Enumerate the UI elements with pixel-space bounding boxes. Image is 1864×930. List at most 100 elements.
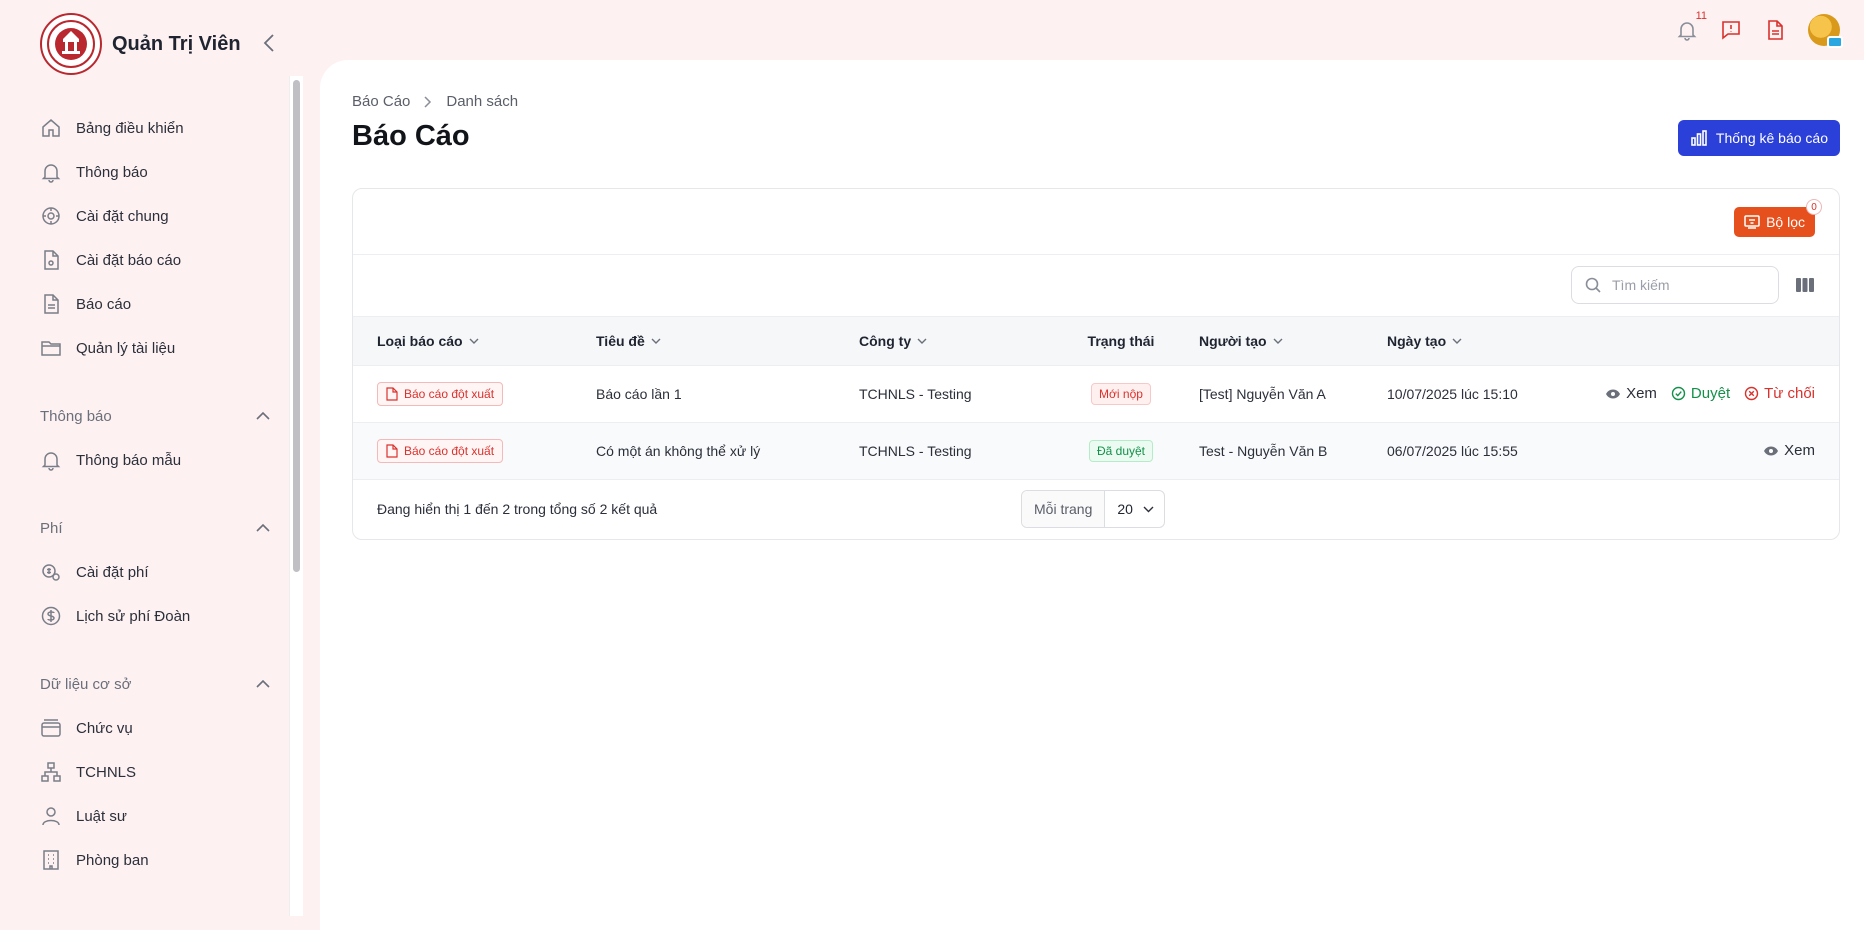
column-header-label: Tiêu đề <box>596 333 645 349</box>
chevron-down-icon <box>469 338 479 344</box>
sidebar-item-label: Báo cáo <box>76 295 132 313</box>
breadcrumb-root-link[interactable]: Báo Cáo <box>352 93 411 110</box>
chevron-down-icon <box>1452 338 1462 344</box>
chevron-down-icon <box>1273 338 1283 344</box>
column-header-title[interactable]: Tiêu đề <box>596 333 661 349</box>
column-header-label: Ngày tạo <box>1387 333 1447 349</box>
report-document-button[interactable] <box>1764 19 1786 41</box>
view-button[interactable]: Xem <box>1763 442 1815 459</box>
sidebar: Quản Trị Viên Bảng điều khiển Thông báo … <box>0 0 310 930</box>
sidebar-item-label: Thông báo mẫu <box>76 451 182 469</box>
logo-icon <box>40 13 102 75</box>
avatar-status-icon <box>1827 36 1843 48</box>
bell-icon <box>40 449 62 471</box>
sidebar-item-dashboard[interactable]: Bảng điều khiển <box>40 106 270 150</box>
report-statistics-label: Thống kê báo cáo <box>1715 130 1828 146</box>
column-header-type[interactable]: Loại báo cáo <box>377 333 479 349</box>
check-circle-icon <box>1671 387 1686 401</box>
results-summary: Đang hiển thị 1 đến 2 trong tổng số 2 kế… <box>377 501 658 517</box>
sidebar-section-notifications[interactable]: Thông báo <box>40 394 270 438</box>
view-label: Xem <box>1784 442 1815 460</box>
search-box <box>1571 266 1779 304</box>
column-header-status: Trạng thái <box>1087 333 1155 349</box>
eye-icon <box>1764 446 1779 456</box>
pdf-file-icon <box>386 444 398 458</box>
table-row: Báo cáo đột xuất Có một án không thể xử … <box>353 422 1839 480</box>
bar-chart-icon <box>1691 130 1707 146</box>
chevron-up-icon <box>256 523 270 532</box>
sidebar-item-label: Luật sư <box>76 807 127 825</box>
column-header-label: Công ty <box>859 333 912 349</box>
collapse-sidebar-button[interactable] <box>258 32 280 54</box>
table-row: Báo cáo đột xuất Báo cáo lần 1 TCHNLS - … <box>353 366 1839 423</box>
sidebar-scrollbar[interactable] <box>289 76 303 916</box>
per-page-value: 20 <box>1117 501 1133 517</box>
sidebar-item-notification-templates[interactable]: Thông báo mẫu <box>40 438 270 482</box>
table-header-row: Loại báo cáo Tiêu đề Công ty Trạng thái … <box>353 316 1839 366</box>
sidebar-item-general-settings[interactable]: Cài đặt chung <box>40 194 270 238</box>
document-icon <box>1768 20 1783 40</box>
status-badge: Mới nộp <box>1091 383 1151 405</box>
report-created-date: 10/07/2025 lúc 15:10 <box>1387 386 1518 402</box>
sidebar-item-documents[interactable]: Quản lý tài liệu <box>40 326 270 370</box>
report-company: TCHNLS - Testing <box>859 443 972 459</box>
reject-button[interactable]: Từ chối <box>1744 385 1815 402</box>
sidebar-item-label: Thông báo <box>76 163 148 181</box>
per-page-select[interactable]: 20 <box>1105 491 1164 527</box>
reports-table-card: Bộ lọc 0 Loại báo cáo Tiêu đề Công ty Tr… <box>352 188 1840 540</box>
sidebar-item-label: Phòng ban <box>76 851 149 869</box>
sidebar-item-label: TCHNLS <box>76 763 137 781</box>
brand[interactable]: Quản Trị Viên <box>40 13 241 75</box>
sidebar-item-reports[interactable]: Báo cáo <box>40 282 270 326</box>
sidebar-item-fee-settings[interactable]: Cài đặt phí <box>40 550 270 594</box>
sidebar-item-fee-history[interactable]: Lịch sử phí Đoàn <box>40 594 270 638</box>
sidebar-section-label: Thông báo <box>40 407 112 425</box>
avatar[interactable] <box>1808 14 1843 48</box>
table-footer: Đang hiển thị 1 đến 2 trong tổng số 2 kế… <box>353 480 1839 539</box>
user-icon <box>40 805 62 827</box>
sidebar-scrollbar-thumb[interactable] <box>293 80 300 572</box>
report-type-badge: Báo cáo đột xuất <box>377 382 504 406</box>
column-header-label: Người tạo <box>1199 333 1267 349</box>
filter-button[interactable]: Bộ lọc 0 <box>1734 199 1822 237</box>
org-tree-icon <box>40 761 62 783</box>
report-type-badge: Báo cáo đột xuất <box>377 439 504 463</box>
view-button[interactable]: Xem <box>1605 385 1657 402</box>
feedback-button[interactable] <box>1720 19 1742 41</box>
report-statistics-button[interactable]: Thống kê báo cáo <box>1677 120 1840 156</box>
sidebar-item-lawyers[interactable]: Luật sư <box>40 794 270 838</box>
column-header-company[interactable]: Công ty <box>859 333 927 349</box>
chevron-up-icon <box>256 679 270 688</box>
main-content: Báo Cáo Danh sách Báo Cáo Thống kê báo c… <box>320 60 1864 930</box>
bell-icon <box>1677 22 1697 41</box>
sidebar-item-departments[interactable]: Phòng ban <box>40 838 270 882</box>
notifications-button[interactable]: 11 <box>1676 10 1707 41</box>
sidebar-item-positions[interactable]: Chức vụ <box>40 706 270 750</box>
sidebar-item-label: Cài đặt phí <box>76 563 149 581</box>
settings-icon <box>40 205 62 227</box>
sidebar-item-report-settings[interactable]: Cài đặt báo cáo <box>40 238 270 282</box>
chevron-left-icon <box>263 34 274 52</box>
per-page-selector: Mỗi trang 20 <box>1021 490 1165 528</box>
top-bar-actions: 11 <box>1676 10 1843 48</box>
chevron-up-icon <box>256 411 270 420</box>
report-title: Có một án không thể xử lý <box>596 443 761 459</box>
sidebar-item-notifications[interactable]: Thông báo <box>40 150 270 194</box>
column-header-creator[interactable]: Người tạo <box>1199 333 1283 349</box>
eye-icon <box>1606 389 1621 399</box>
message-alert-icon <box>1722 21 1740 40</box>
table-toolbar <box>353 255 1839 316</box>
card-header: Bộ lọc 0 <box>353 189 1839 255</box>
search-input[interactable] <box>1612 277 1762 293</box>
filter-count-badge: 0 <box>1806 199 1822 215</box>
sidebar-section-fees[interactable]: Phí <box>40 506 270 550</box>
reject-label: Từ chối <box>1764 385 1815 403</box>
sidebar-item-label: Cài đặt báo cáo <box>76 251 182 269</box>
dollar-icon <box>40 605 62 627</box>
sidebar-item-tchnls[interactable]: TCHNLS <box>40 750 270 794</box>
approve-button[interactable]: Duyệt <box>1671 385 1730 402</box>
sidebar-section-base-data[interactable]: Dữ liệu cơ sở <box>40 662 270 706</box>
sidebar-item-label: Cài đặt chung <box>76 207 169 225</box>
column-toggle-icon[interactable] <box>1795 275 1815 295</box>
column-header-created[interactable]: Ngày tạo <box>1387 333 1462 349</box>
